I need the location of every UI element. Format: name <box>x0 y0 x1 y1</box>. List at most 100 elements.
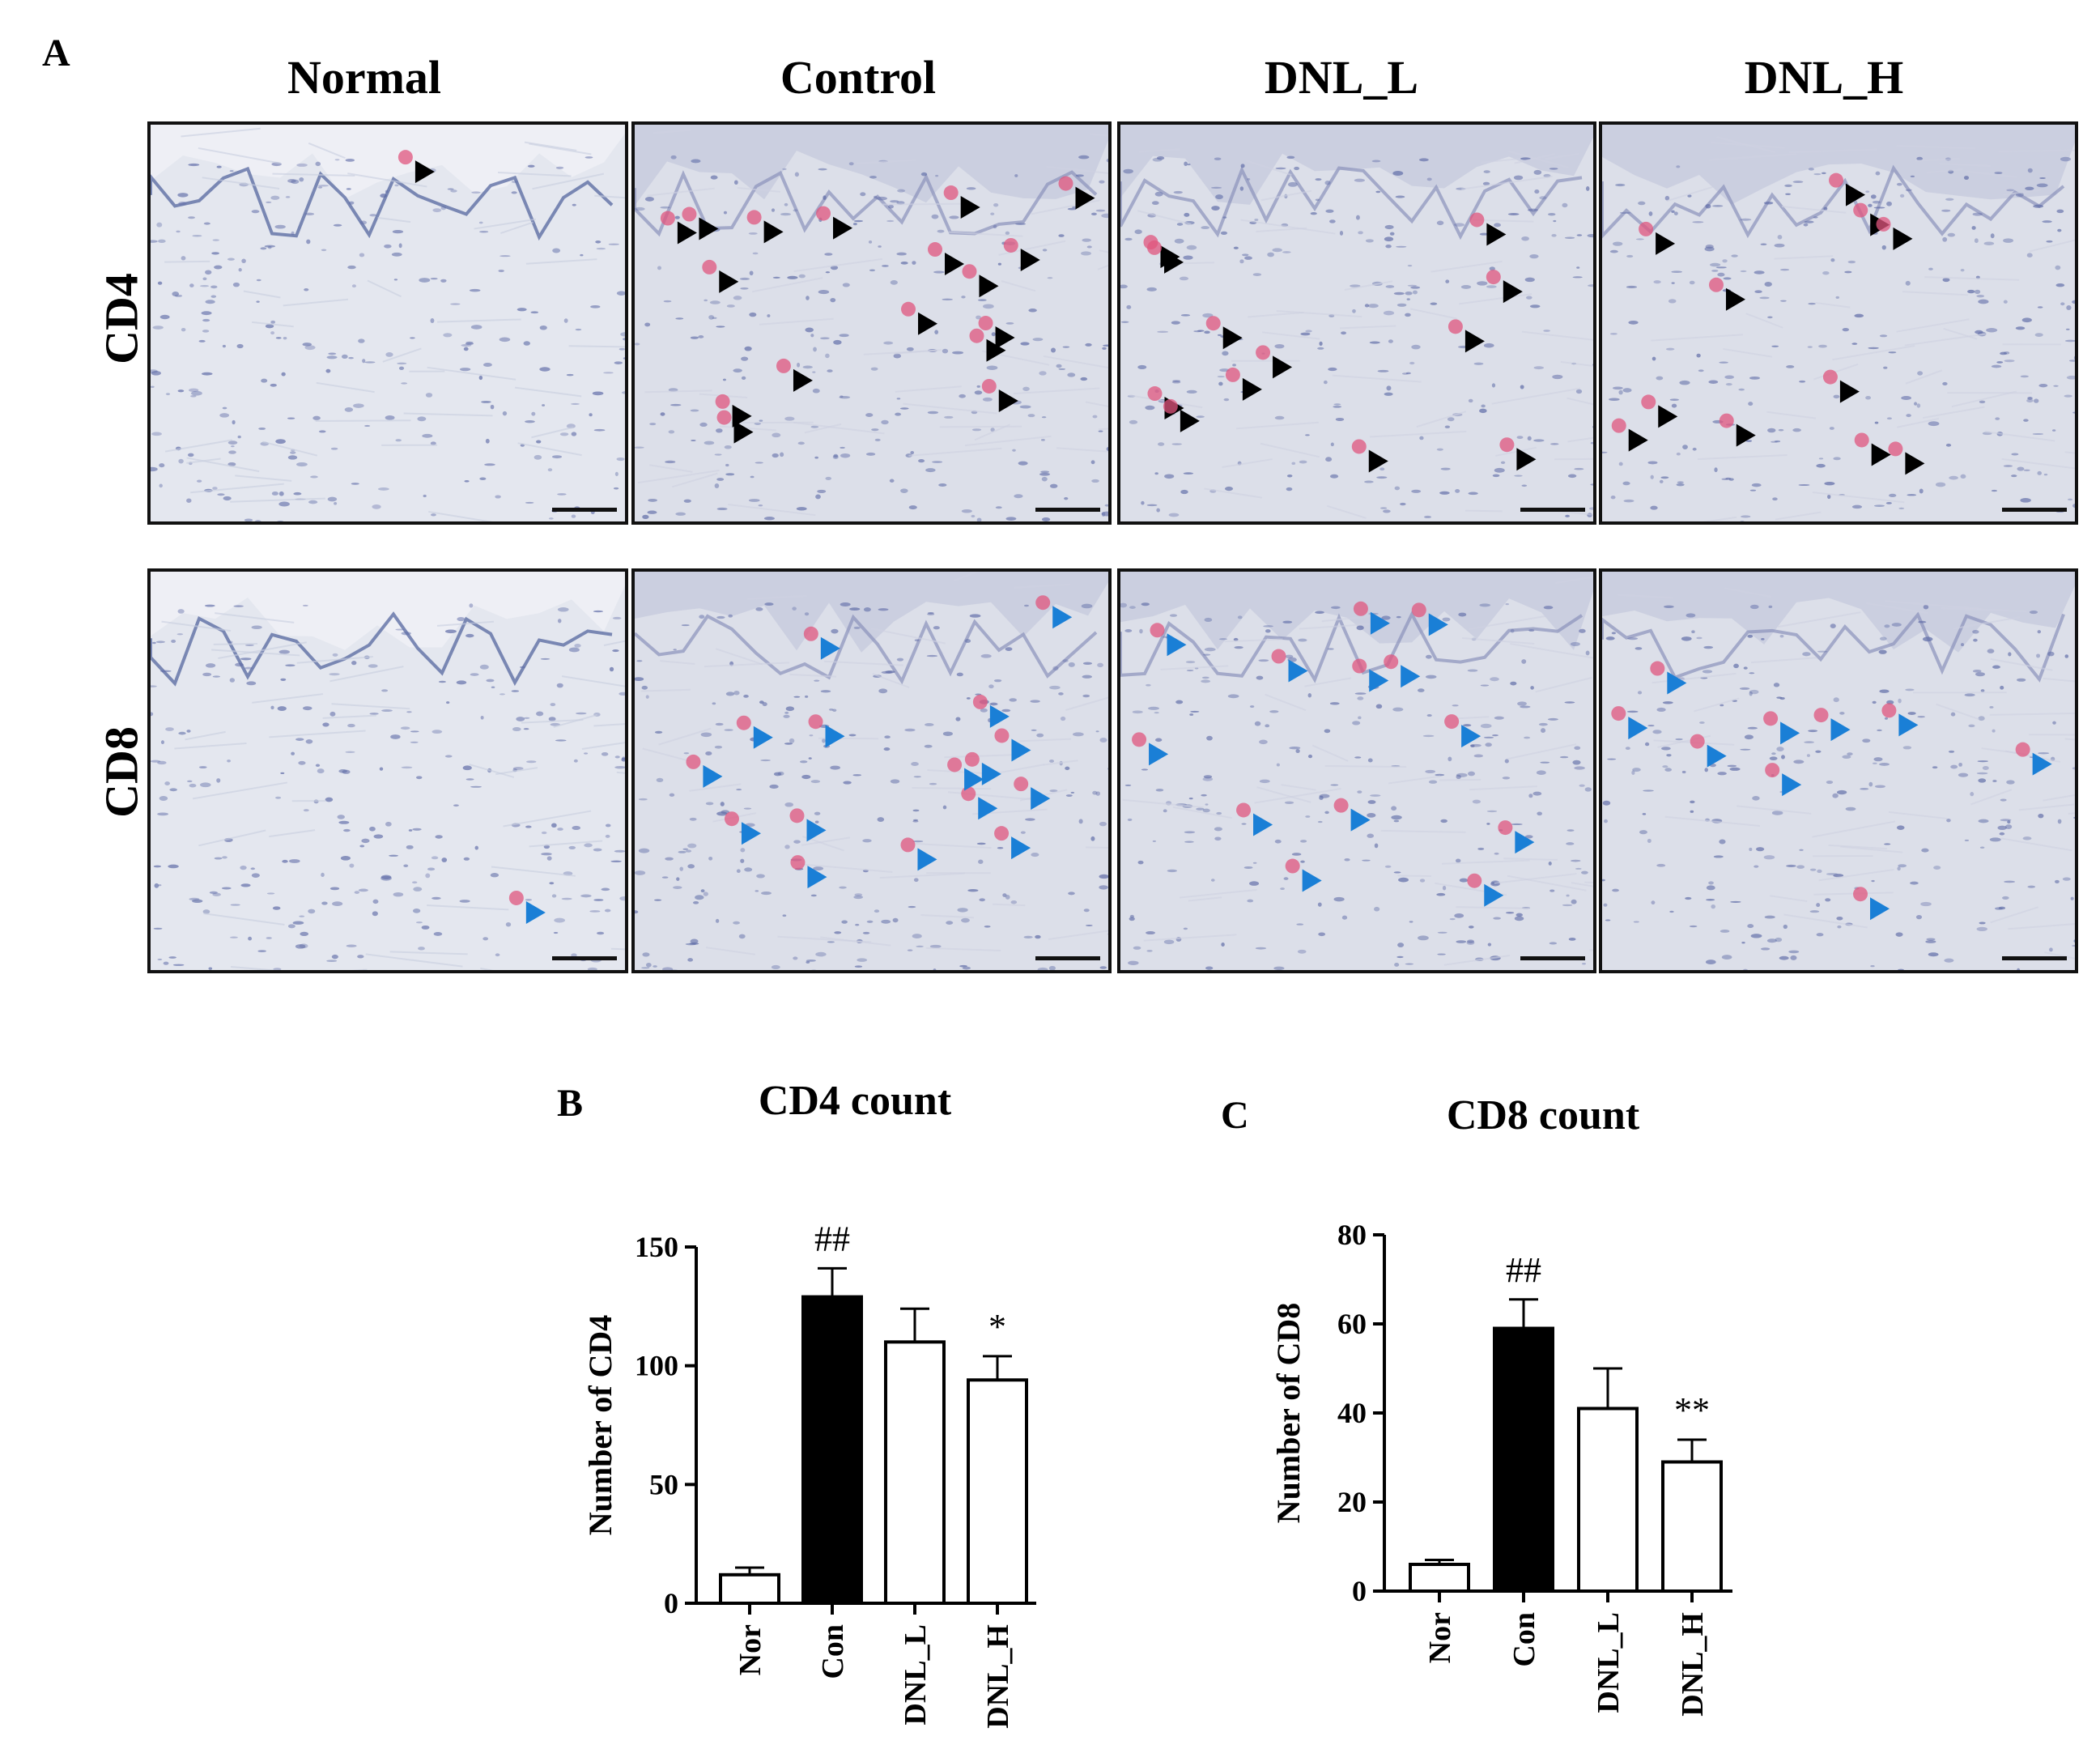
arrowhead-marker <box>833 216 853 240</box>
arrowhead-marker <box>1368 449 1388 473</box>
y-tick-label: 150 <box>635 1231 678 1263</box>
significance-annotation: ## <box>1506 1250 1541 1290</box>
scale-bar <box>2002 508 2067 512</box>
arrowhead-marker <box>1350 808 1371 832</box>
arrowhead-marker <box>1369 669 1389 692</box>
arrowhead-marker <box>986 338 1006 362</box>
x-tick-label: DNL_H <box>981 1624 1015 1729</box>
arrowhead-marker <box>1370 611 1390 635</box>
arrowhead-marker <box>917 848 937 871</box>
arrowhead-marker <box>960 196 980 219</box>
y-axis-label: Number of CD4 <box>582 1315 619 1536</box>
arrowhead-marker <box>1628 428 1648 452</box>
arrowhead-marker <box>703 764 723 788</box>
arrowhead-marker <box>1871 443 1891 466</box>
arrowhead-marker <box>1011 836 1031 860</box>
scale-bar <box>1520 508 1585 512</box>
chart-c: 0 20 40 60 80 Number of CD8 Nor Con ## DNL_L DNL_H… <box>1270 1219 1732 1717</box>
arrowhead-marker <box>1846 183 1866 206</box>
arrowhead-marker <box>741 822 761 845</box>
bar-dnl-h <box>967 1378 1028 1605</box>
row-label-cd8: CD8 <box>95 726 148 818</box>
significance-annotation: ## <box>814 1219 850 1258</box>
arrowhead-marker <box>1052 606 1073 629</box>
arrowhead-marker <box>1870 897 1890 921</box>
column-title-dnl-l: DNL_L <box>1264 51 1419 104</box>
arrowhead-marker <box>981 762 1001 785</box>
x-tick-label: Con <box>1507 1612 1541 1667</box>
arrowhead-marker <box>2032 752 2052 776</box>
chart-b: 0 50 100 150 Number of CD4 Nor Con ## DNL_L DNL_H… <box>582 1219 1036 1729</box>
arrowhead-marker <box>1898 713 1919 737</box>
arrowhead-marker <box>763 220 784 244</box>
arrowhead-marker <box>1164 250 1184 274</box>
y-tick-label: 60 <box>1337 1308 1367 1340</box>
arrowhead-marker <box>1667 671 1687 695</box>
panel-c-label: C <box>1221 1094 1249 1137</box>
arrowhead-marker <box>1149 743 1169 766</box>
x-tick-label: Nor <box>1423 1612 1457 1663</box>
y-tick-label: 80 <box>1337 1219 1367 1251</box>
arrowhead-marker <box>1180 409 1200 432</box>
arrowhead-marker <box>1707 744 1727 768</box>
arrowhead-marker <box>806 819 827 842</box>
significance-annotation: ** <box>1674 1390 1710 1430</box>
arrowhead-marker <box>1031 787 1051 811</box>
micrograph-cd8-control <box>631 568 1112 973</box>
arrowhead-marker <box>1075 186 1095 210</box>
bar-dnl-l <box>884 1340 946 1605</box>
arrowhead-marker <box>1736 423 1756 447</box>
scale-bar <box>1035 956 1100 960</box>
y-tick-label: 40 <box>1337 1397 1367 1429</box>
arrowhead-marker <box>1484 883 1504 907</box>
arrowhead-marker <box>1515 831 1535 854</box>
arrowhead-marker <box>1839 380 1860 403</box>
arrowhead-marker <box>1503 280 1523 304</box>
arrowhead-marker <box>677 221 697 245</box>
x-tick-label: Nor <box>733 1624 767 1675</box>
arrowhead-marker <box>699 217 719 240</box>
bar-nor <box>719 1572 780 1605</box>
y-tick-label: 50 <box>649 1468 678 1500</box>
arrowhead-marker <box>1167 633 1187 657</box>
column-title-dnl-h: DNL_H <box>1744 51 1904 104</box>
arrowhead-marker <box>1020 248 1040 271</box>
arrowhead-marker <box>820 636 840 660</box>
arrowhead-marker <box>1273 355 1293 379</box>
arrowhead-marker <box>825 725 845 748</box>
arrowhead-marker <box>989 704 1010 728</box>
panel-a-label: A <box>42 32 70 74</box>
x-tick-label: DNL_L <box>899 1624 933 1726</box>
arrowhead-marker <box>978 797 998 820</box>
arrowhead-marker <box>964 768 984 791</box>
arrowhead-marker <box>719 270 739 293</box>
micrograph-cd4-dnl-h <box>1599 121 2078 525</box>
y-tick-label: 0 <box>1352 1575 1367 1607</box>
arrowhead-marker <box>753 726 773 749</box>
arrowhead-marker <box>995 326 1015 350</box>
bar-con <box>801 1295 863 1605</box>
arrowhead-marker <box>1401 665 1421 688</box>
arrowhead-marker <box>1242 377 1262 401</box>
arrowhead-marker <box>1830 718 1851 742</box>
arrowhead-marker <box>1725 287 1745 311</box>
micrograph-cd8-normal <box>147 568 628 973</box>
y-tick-label: 100 <box>635 1350 678 1382</box>
arrowhead-marker <box>1893 227 1913 250</box>
micrograph-cd8-dnl-l <box>1117 568 1596 973</box>
scale-bar <box>1035 508 1100 512</box>
arrowhead-marker <box>1905 452 1925 475</box>
arrowhead-marker <box>998 389 1018 412</box>
micrograph-cd4-dnl-l <box>1117 121 1596 525</box>
arrowhead-marker <box>918 312 938 335</box>
bar-nor <box>1409 1563 1470 1593</box>
arrowhead-marker <box>1253 813 1273 836</box>
row-label-cd4: CD4 <box>95 273 148 364</box>
arrowhead-marker <box>414 160 435 184</box>
scale-bar <box>552 508 617 512</box>
arrowhead-marker <box>1011 738 1031 762</box>
y-tick-label: 20 <box>1337 1486 1367 1518</box>
micrograph-cd4-control <box>631 121 1112 525</box>
chart-c-title: CD8 count <box>1446 1092 1640 1138</box>
arrowhead-marker <box>1780 721 1800 745</box>
